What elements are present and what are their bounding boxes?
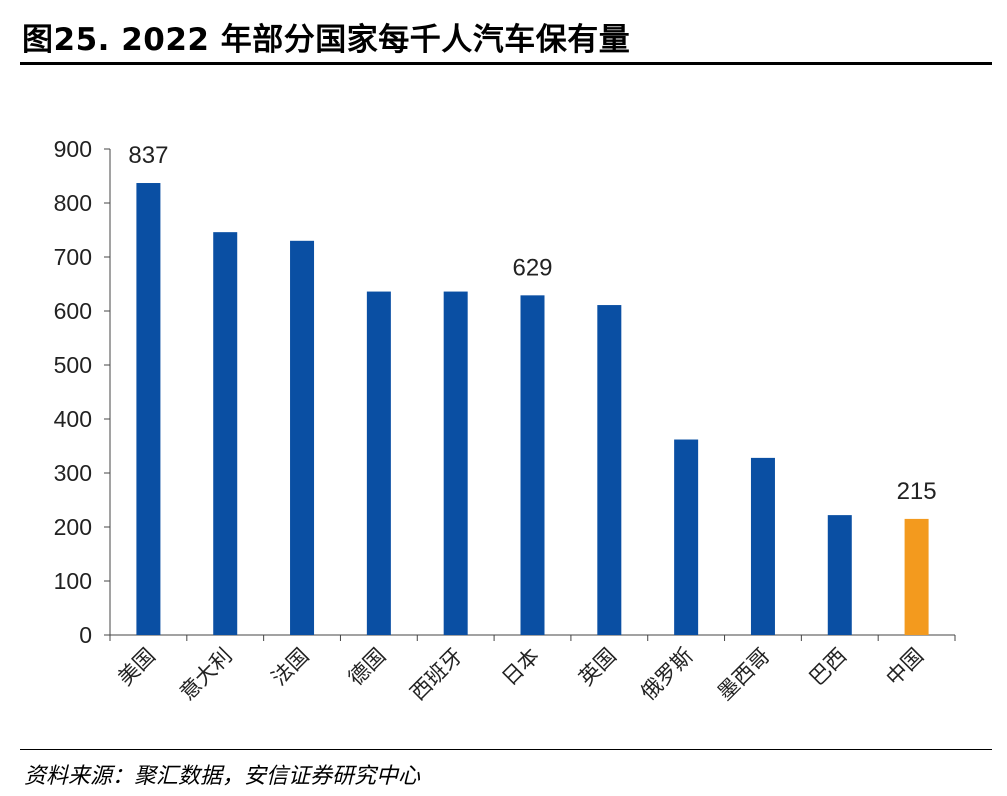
page-title: 图25. 2022 年部分国家每千人汽车保有量 bbox=[22, 22, 631, 58]
bar bbox=[827, 515, 852, 635]
y-tick-label: 700 bbox=[54, 244, 92, 270]
x-category-label: 俄罗斯 bbox=[636, 644, 698, 706]
x-category-label: 巴西 bbox=[805, 644, 852, 691]
y-tick-label: 300 bbox=[54, 460, 92, 486]
bar bbox=[520, 295, 545, 635]
bar bbox=[597, 305, 622, 635]
y-tick-label: 200 bbox=[54, 514, 92, 540]
footer-divider bbox=[20, 749, 992, 750]
x-category-label: 德国 bbox=[344, 644, 391, 691]
y-tick-label: 100 bbox=[54, 568, 92, 594]
y-tick-label: 0 bbox=[79, 622, 92, 648]
x-category-label: 中国 bbox=[881, 644, 928, 691]
x-category-label: 英国 bbox=[574, 644, 621, 691]
y-tick-label: 500 bbox=[54, 352, 92, 378]
source-note: 资料来源：聚汇数据，安信证券研究中心 bbox=[24, 764, 421, 789]
y-tick-label: 900 bbox=[54, 136, 92, 162]
x-category-label: 西班牙 bbox=[406, 644, 468, 706]
y-tick-label: 800 bbox=[54, 190, 92, 216]
bar bbox=[904, 518, 929, 635]
data-label: 215 bbox=[897, 478, 937, 505]
data-label: 629 bbox=[512, 254, 552, 281]
x-category-label: 美国 bbox=[113, 644, 160, 691]
x-category-label: 墨西哥 bbox=[713, 644, 775, 706]
data-label: 837 bbox=[128, 142, 168, 169]
x-category-label: 日本 bbox=[497, 644, 544, 691]
bar bbox=[443, 291, 468, 635]
bar bbox=[366, 291, 391, 635]
bar bbox=[213, 232, 238, 635]
bar-chart: 0 100 200 300 400 500 600 700 800 900 美国 837 意大利 法国 德国… bbox=[54, 136, 956, 706]
bar bbox=[674, 439, 699, 635]
y-tick-label: 400 bbox=[54, 406, 92, 432]
title-divider bbox=[20, 62, 992, 65]
bar bbox=[750, 457, 775, 635]
x-category-label: 意大利 bbox=[175, 644, 237, 706]
bar bbox=[290, 240, 315, 636]
y-tick-label: 600 bbox=[54, 298, 92, 324]
x-category-label: 法国 bbox=[267, 644, 314, 691]
bar bbox=[136, 183, 161, 635]
